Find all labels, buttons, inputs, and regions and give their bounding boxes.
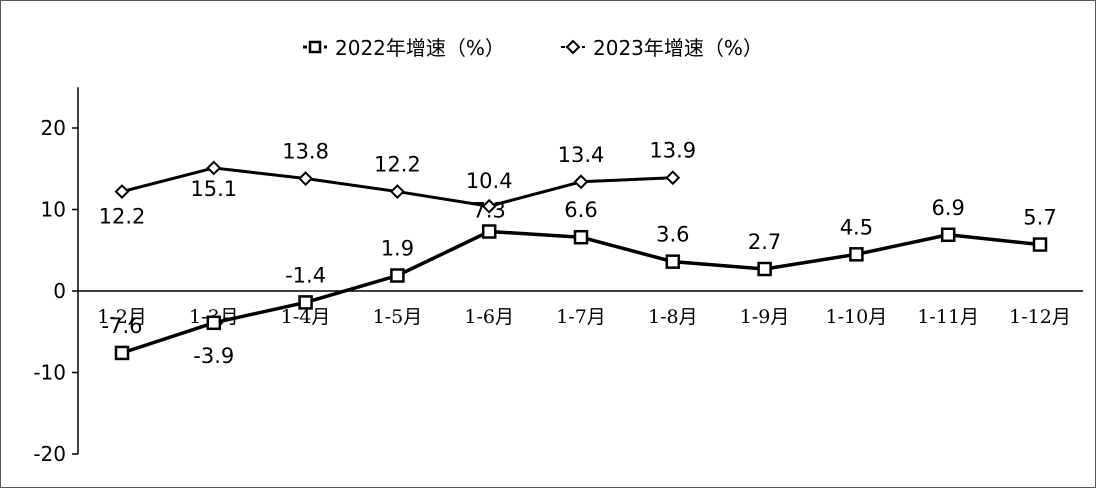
x-tick-label: 1-7月 (556, 306, 606, 328)
data-label: 10.4 (466, 169, 513, 193)
data-point-square (573, 229, 589, 245)
legend-item-2022: 2022年增速（%） (303, 36, 505, 60)
x-tick-label: 1-12月 (1009, 306, 1071, 328)
data-point-diamond (573, 174, 589, 190)
data-point-square (481, 224, 497, 239)
data-point-diamond (114, 184, 130, 199)
y-tick-label: -20 (33, 442, 66, 466)
data-label: 5.7 (1023, 206, 1056, 230)
data-point-square (849, 247, 864, 262)
data-label: 3.6 (656, 223, 689, 247)
x-tick-label: 1-8月 (648, 306, 698, 328)
data-point-diamond (389, 184, 405, 199)
x-tick-label: 1-2月 (97, 306, 147, 328)
data-point-diamond (298, 171, 314, 186)
data-label: 6.6 (564, 198, 597, 222)
data-point-diamond (665, 170, 681, 186)
data-label: 13.8 (282, 140, 329, 164)
legend-square-marker-icon (308, 40, 322, 54)
data-point-square (665, 254, 681, 269)
x-tick-label: 1-4月 (281, 306, 331, 328)
x-tick-label: 1-6月 (464, 306, 514, 328)
data-label: 12.2 (374, 153, 421, 177)
data-point-square (114, 345, 130, 361)
data-point-square (1032, 237, 1048, 252)
data-label: 2.7 (748, 230, 781, 254)
data-label: 12.2 (99, 205, 146, 229)
x-tick-label: 1-9月 (740, 306, 790, 328)
legend-label-2023: 2023年增速（%） (593, 36, 763, 60)
legend-item-2023: 2023年增速（%） (561, 36, 763, 60)
legend-diamond-marker-icon (565, 39, 581, 55)
data-label: -7.6 (102, 314, 143, 338)
y-axis: 20 10 0 -10 -20 (33, 87, 79, 466)
x-tick-label: 1-10月 (826, 306, 888, 328)
data-point-diamond (481, 198, 497, 214)
data-point-square (390, 268, 405, 283)
data-label: -1.4 (285, 263, 326, 287)
legend-label-2022: 2022年增速（%） (335, 36, 505, 60)
data-label: 1.9 (381, 237, 414, 261)
y-tick-label: 20 (41, 116, 66, 140)
data-label: 13.4 (558, 143, 605, 167)
data-label: -3.9 (193, 344, 234, 368)
data-point-diamond (206, 160, 222, 176)
y-tick-label: -10 (33, 361, 66, 385)
data-label: 13.9 (649, 139, 696, 163)
data-point-square (940, 227, 956, 243)
series-2022: -7.6-3.9-1.41.97.36.63.62.74.56.95.7 (102, 196, 1057, 368)
x-tick-label: 1-11月 (917, 306, 979, 328)
series-line (121, 229, 1041, 355)
x-axis-tick-labels: 1-2月1-3月1-4月1-5月1-6月1-7月1-8月1-9月1-10月1-1… (97, 306, 1071, 328)
x-tick-label: 1-5月 (373, 306, 423, 328)
series-2023: 12.2 15.1 13.8 12.2 10.4 13.4 13.9 (99, 139, 697, 229)
data-label: 4.5 (840, 215, 873, 239)
data-point-square (298, 295, 313, 310)
data-label: 15.1 (190, 177, 237, 201)
data-point-square (206, 315, 222, 331)
y-tick-label: 10 (41, 198, 66, 222)
legend: 2022年增速（%） 2023年增速（%） (303, 36, 763, 60)
y-tick-label: 0 (53, 279, 66, 303)
data-point-square (757, 261, 772, 277)
data-label: 6.9 (931, 196, 964, 220)
